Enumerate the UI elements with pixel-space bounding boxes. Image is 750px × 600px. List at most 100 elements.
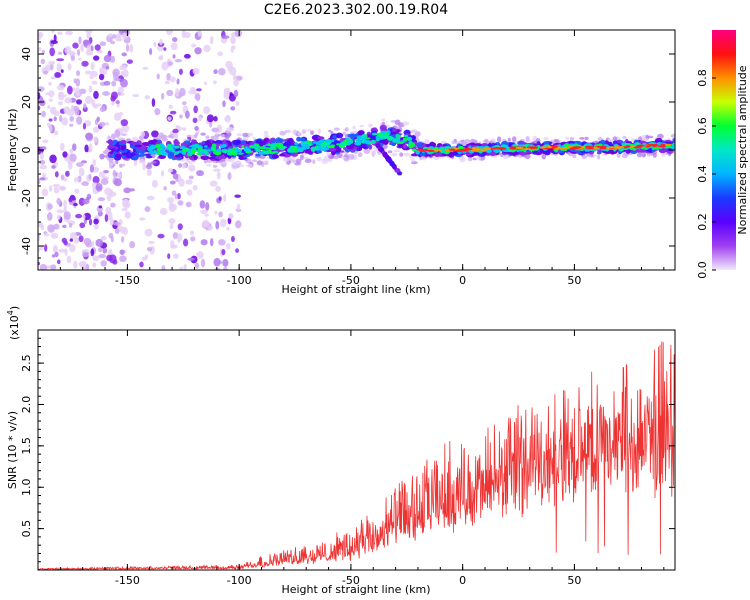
spectrogram-blob	[144, 228, 153, 237]
spectrogram-blob	[103, 80, 111, 86]
spectrogram-blob	[223, 87, 231, 94]
spectrogram-y-tick-label: -40	[20, 237, 33, 255]
spectrogram-blob	[207, 225, 213, 231]
spectrogram-blob	[216, 171, 221, 180]
spectrogram-blob	[38, 261, 41, 266]
spectrogram-blob	[77, 49, 81, 56]
spectrogram-blob	[607, 138, 614, 143]
spectrogram-blob	[296, 146, 301, 150]
spectrogram-blob	[238, 164, 245, 167]
spectrogram-blob	[93, 90, 99, 100]
spectrogram-blob	[490, 147, 497, 150]
spectrogram-blob	[167, 168, 174, 173]
spectrogram-blob	[72, 42, 79, 49]
spectrogram-blob	[478, 150, 484, 154]
spectrogram-blob	[56, 214, 61, 220]
spectrogram-blob	[78, 235, 84, 243]
spectrogram-blob	[38, 105, 41, 111]
spectrogram-blob	[318, 139, 325, 143]
spectrogram-blob	[393, 149, 401, 153]
spectrogram-blob	[69, 244, 76, 253]
spectrogram-blob	[223, 149, 228, 154]
spectrogram-blob	[109, 55, 116, 63]
spectrogram-blob	[105, 140, 114, 144]
snr-y-tick-label: 0.5	[20, 520, 33, 538]
spectrogram-blob	[174, 193, 178, 200]
spectrogram-blob	[343, 157, 350, 162]
spectrogram-blob	[213, 257, 221, 267]
spectrogram-blob	[317, 128, 322, 134]
spectrogram-blob	[117, 137, 123, 140]
spectrogram-blob	[279, 130, 287, 136]
spectrogram-blob	[115, 159, 119, 165]
spectrogram-blob	[232, 72, 237, 81]
spectrogram-blob	[344, 127, 349, 132]
spectrogram-blob	[80, 160, 88, 164]
spectrogram-blob	[402, 144, 408, 149]
spectrogram-blob	[339, 150, 344, 153]
spectrogram-blob	[242, 132, 249, 138]
spectrogram-blob	[54, 71, 61, 78]
spectrogram-blob	[158, 55, 163, 61]
spectrogram-blob	[195, 93, 201, 102]
spectrogram-blob	[183, 31, 191, 39]
spectrogram-blob	[584, 136, 589, 141]
spectrogram-blob	[332, 135, 337, 139]
spectrogram-blob	[150, 162, 155, 165]
spectrogram-blob	[311, 136, 318, 140]
spectrogram-blob	[354, 141, 361, 146]
spectrogram-blob	[106, 136, 110, 140]
spectrogram-blob	[464, 139, 471, 144]
spectrogram-blob	[498, 147, 506, 150]
spectrogram-blob	[99, 66, 105, 76]
spectrogram-blob	[212, 164, 218, 168]
spectrogram-blob	[294, 162, 301, 166]
spectrogram-blob	[214, 210, 218, 215]
spectrogram-blob	[371, 150, 377, 156]
spectrogram-blob	[509, 146, 516, 149]
spectrogram-blob	[213, 69, 218, 75]
spectrogram-blob	[451, 140, 456, 144]
spectrogram-blob	[421, 149, 429, 152]
spectrogram-blob	[120, 145, 126, 151]
spectrogram-blob	[73, 177, 79, 183]
spectrogram-blob	[113, 71, 119, 81]
spectrogram-blob	[579, 137, 585, 140]
spectrogram-blob	[221, 249, 226, 256]
spectrogram-blob	[47, 212, 53, 221]
spectrogram-blob	[388, 159, 393, 164]
spectrogram-blob	[103, 169, 109, 174]
spectrogram-blob	[219, 144, 225, 149]
spectrogram-blob	[342, 131, 346, 136]
spectrogram-blob	[456, 149, 465, 152]
spectrogram-blob	[448, 148, 456, 151]
spectrogram-blob	[183, 263, 187, 270]
spectrogram-blob	[496, 136, 502, 143]
spectrogram-blob	[88, 173, 92, 180]
spectrogram-blob	[347, 153, 355, 160]
spectrogram-blob	[139, 261, 144, 268]
spectrogram-blob	[218, 68, 226, 76]
spectrogram-blob	[235, 248, 239, 253]
spectrogram-blob	[152, 153, 156, 159]
spectrogram-blob	[201, 219, 210, 228]
spectrogram-blob	[363, 148, 371, 155]
spectrogram-blob	[44, 244, 48, 252]
spectrogram-blob	[121, 236, 125, 243]
spectrogram-blob	[39, 245, 44, 251]
spectrogram-blob	[382, 151, 388, 158]
spectrogram-blob	[56, 63, 62, 72]
spectrogram-blob	[263, 134, 270, 138]
snr-y-axis-label: SNR (10 * v/v)	[6, 411, 19, 489]
spectrogram-blob	[278, 153, 286, 157]
spectrogram-blob	[84, 70, 92, 75]
spectrogram-blob	[672, 138, 675, 142]
spectrogram-blob	[75, 78, 81, 87]
spectrogram-blob	[155, 152, 162, 155]
spectrogram-blob	[105, 206, 112, 215]
spectrogram-blob	[370, 140, 376, 145]
spectrogram-blob	[222, 258, 229, 267]
spectrogram-y-ticks: -40 -20 0 20 40	[20, 29, 675, 271]
spectrogram-blob	[173, 253, 179, 259]
spectrogram-blob	[312, 141, 319, 144]
